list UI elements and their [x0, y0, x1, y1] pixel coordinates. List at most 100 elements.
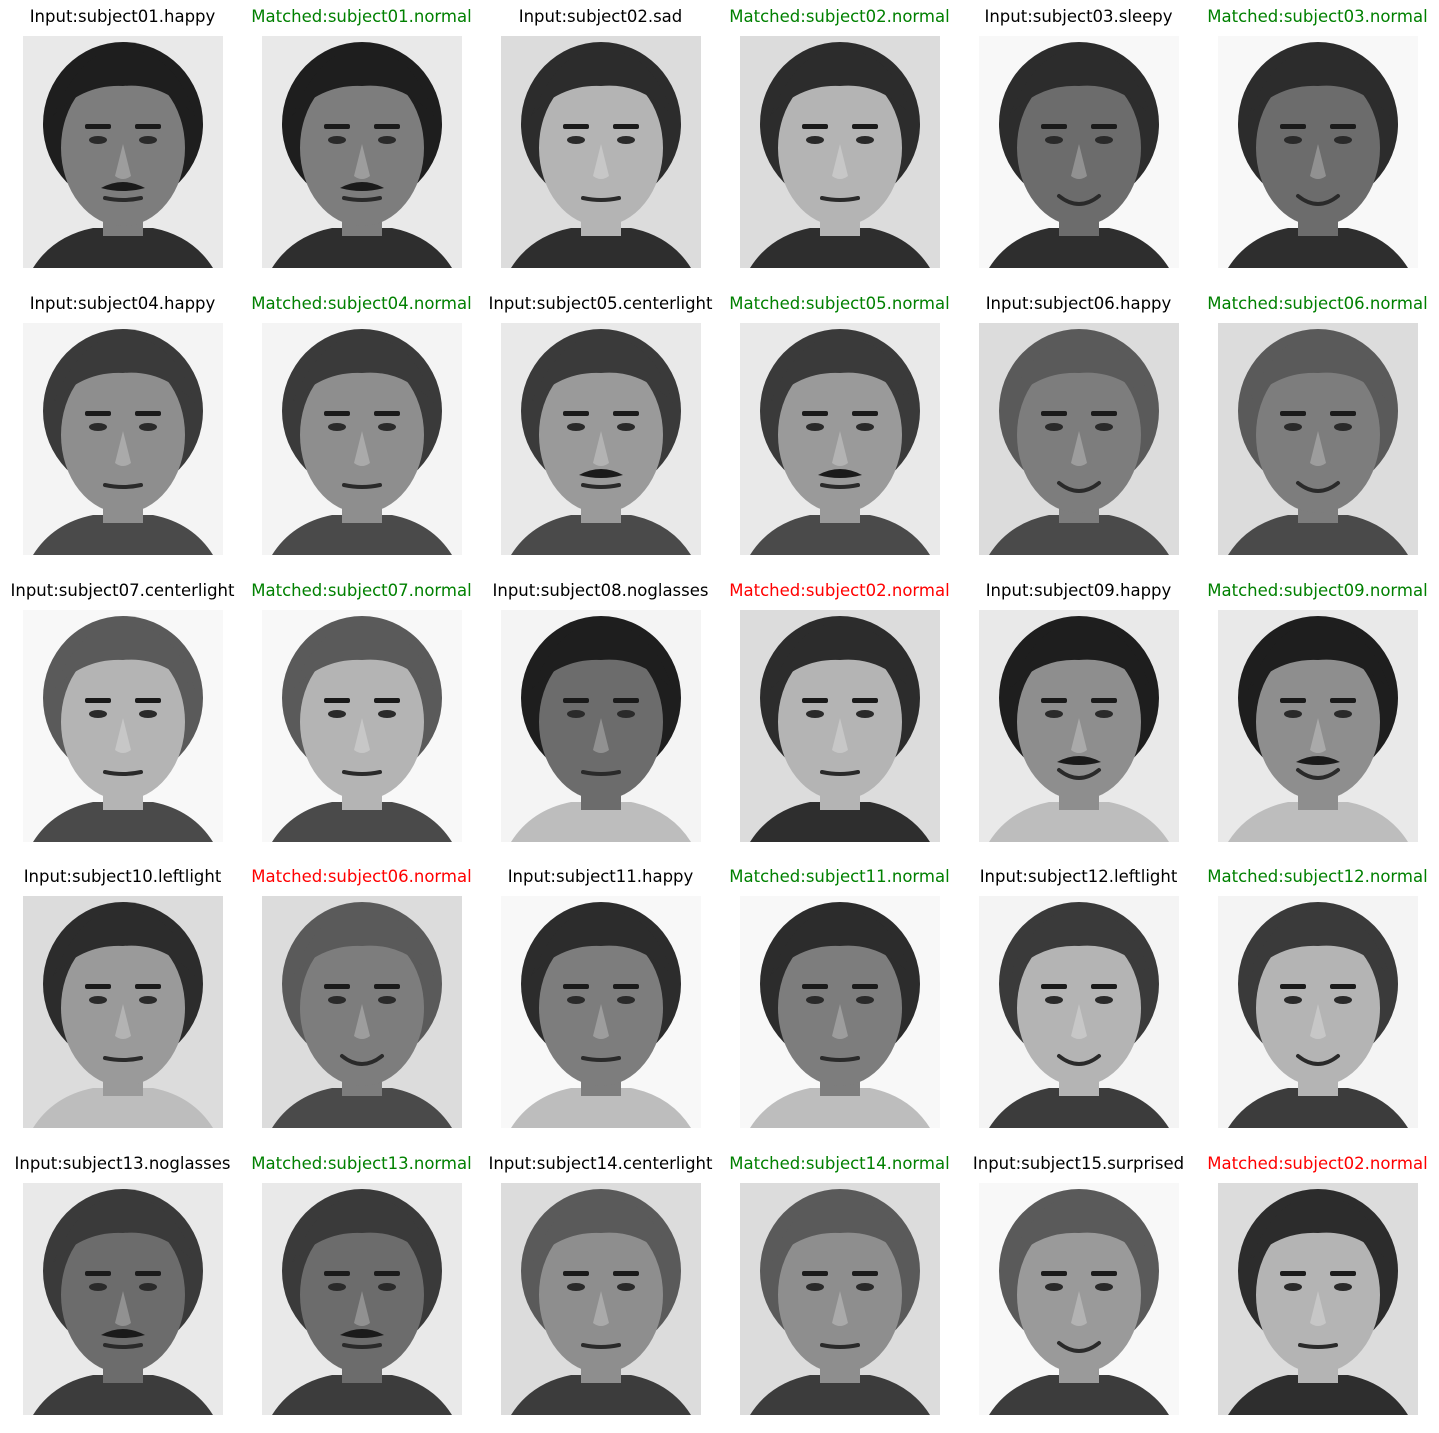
face-photo [501, 36, 701, 268]
matched-label: Matched:subject04.normal [251, 294, 472, 313]
face-icon [501, 36, 701, 268]
face-photo [23, 323, 223, 555]
input-label: Input:subject03.sleepy [984, 7, 1173, 26]
face-photo [1218, 36, 1418, 268]
face-icon [1218, 1183, 1418, 1415]
matched-label: Matched:subject11.normal [729, 867, 950, 886]
face-icon [501, 610, 701, 842]
face-photo [23, 36, 223, 268]
input-label: Input:subject06.happy [985, 294, 1172, 313]
face-photo [262, 1183, 462, 1415]
face-photo [501, 323, 701, 555]
face-icon [979, 323, 1179, 555]
input-face-cell: Input:subject05.centerlight [481, 287, 720, 573]
input-face-cell: Input:subject08.noglasses [481, 574, 720, 860]
face-icon [501, 323, 701, 555]
matched-label: Matched:subject02.normal [729, 7, 950, 26]
face-photo [262, 323, 462, 555]
face-icon [262, 323, 462, 555]
face-icon [740, 1183, 940, 1415]
input-label: Input:subject13.noglasses [14, 1154, 231, 1173]
face-icon [979, 1183, 1179, 1415]
face-icon [262, 36, 462, 268]
face-photo [740, 610, 940, 842]
face-icon [740, 610, 940, 842]
matched-label: Matched:subject02.normal [1207, 1154, 1428, 1173]
input-face-cell: Input:subject04.happy [3, 287, 242, 573]
input-face-cell: Input:subject01.happy [3, 0, 242, 286]
face-photo [1218, 1183, 1418, 1415]
face-photo [262, 896, 462, 1128]
face-photo [979, 610, 1179, 842]
input-face-cell: Input:subject02.sad [481, 0, 720, 286]
input-face-cell: Input:subject09.happy [959, 574, 1198, 860]
face-icon [979, 610, 1179, 842]
matched-face-cell: Matched:subject04.normal [242, 287, 481, 573]
face-icon [1218, 36, 1418, 268]
face-photo [262, 610, 462, 842]
face-icon [23, 36, 223, 268]
input-face-cell: Input:subject11.happy [481, 860, 720, 1146]
matched-label: Matched:subject07.normal [251, 581, 472, 600]
matched-label: Matched:subject14.normal [729, 1154, 950, 1173]
matched-label: Matched:subject06.normal [1207, 294, 1428, 313]
matched-face-cell: Matched:subject11.normal [720, 860, 959, 1146]
matched-label: Matched:subject13.normal [251, 1154, 472, 1173]
matched-label: Matched:subject01.normal [251, 7, 472, 26]
input-label: Input:subject01.happy [29, 7, 216, 26]
face-icon [1218, 896, 1418, 1128]
input-face-cell: Input:subject03.sleepy [959, 0, 1198, 286]
face-icon [262, 610, 462, 842]
matched-face-cell: Matched:subject05.normal [720, 287, 959, 573]
input-face-cell: Input:subject07.centerlight [3, 574, 242, 860]
input-label: Input:subject10.leftlight [23, 867, 222, 886]
face-photo [740, 1183, 940, 1415]
face-photo [740, 896, 940, 1128]
matched-label: Matched:subject12.normal [1207, 867, 1428, 886]
face-photo [979, 896, 1179, 1128]
matched-face-cell: Matched:subject12.normal [1198, 860, 1437, 1146]
face-photo [501, 896, 701, 1128]
face-icon [740, 323, 940, 555]
input-face-cell: Input:subject10.leftlight [3, 860, 242, 1146]
input-face-cell: Input:subject13.noglasses [3, 1147, 242, 1433]
face-icon [23, 896, 223, 1128]
face-photo [979, 323, 1179, 555]
face-icon [740, 896, 940, 1128]
input-label: Input:subject08.noglasses [492, 581, 709, 600]
matched-label: Matched:subject02.normal [729, 581, 950, 600]
matched-face-cell: Matched:subject09.normal [1198, 574, 1437, 860]
matched-face-cell: Matched:subject06.normal [242, 860, 481, 1146]
face-photo [23, 1183, 223, 1415]
face-icon [979, 896, 1179, 1128]
input-face-cell: Input:subject14.centerlight [481, 1147, 720, 1433]
face-icon [979, 36, 1179, 268]
face-photo [501, 610, 701, 842]
face-icon [501, 1183, 701, 1415]
face-photo [979, 36, 1179, 268]
input-face-cell: Input:subject12.leftlight [959, 860, 1198, 1146]
face-icon [740, 36, 940, 268]
face-photo [23, 896, 223, 1128]
matched-face-cell: Matched:subject03.normal [1198, 0, 1437, 286]
face-photo [740, 323, 940, 555]
face-icon [1218, 323, 1418, 555]
matched-face-cell: Matched:subject01.normal [242, 0, 481, 286]
face-photo [979, 1183, 1179, 1415]
input-label: Input:subject04.happy [29, 294, 216, 313]
face-icon [1218, 610, 1418, 842]
matched-face-cell: Matched:subject13.normal [242, 1147, 481, 1433]
matched-face-cell: Matched:subject02.normal [1198, 1147, 1437, 1433]
input-label: Input:subject12.leftlight [979, 867, 1178, 886]
face-icon [23, 323, 223, 555]
matched-face-cell: Matched:subject07.normal [242, 574, 481, 860]
face-icon [262, 896, 462, 1128]
face-icon [23, 610, 223, 842]
input-face-cell: Input:subject15.surprised [959, 1147, 1198, 1433]
matched-label: Matched:subject05.normal [729, 294, 950, 313]
input-label: Input:subject09.happy [985, 581, 1172, 600]
face-icon [23, 1183, 223, 1415]
input-label: Input:subject07.centerlight [10, 581, 235, 600]
input-label: Input:subject11.happy [507, 867, 694, 886]
